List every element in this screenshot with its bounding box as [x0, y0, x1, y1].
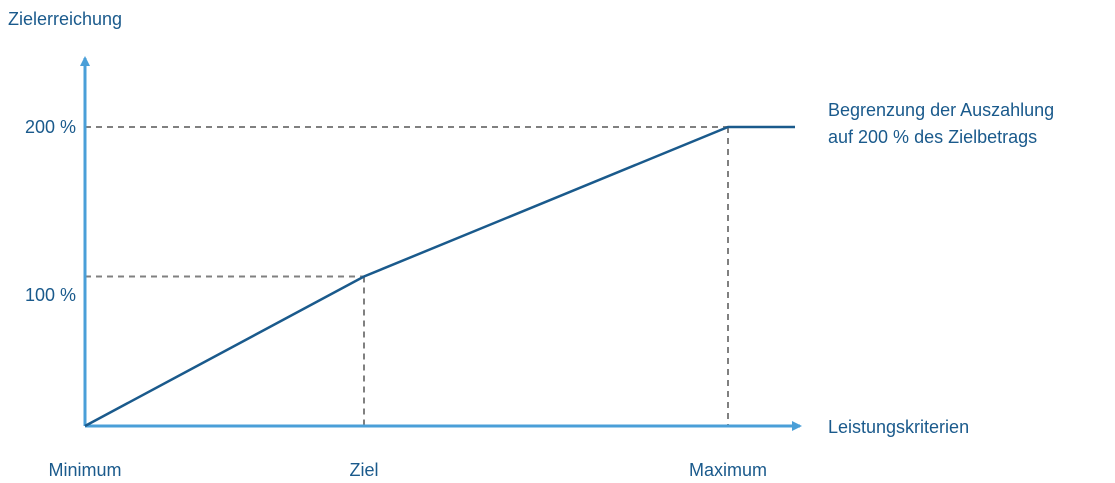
y-axis-label: Zielerreichung [8, 9, 122, 29]
x-tick-minimum: Minimum [48, 460, 121, 480]
payout-line [84, 125, 795, 428]
annotation-line-2: auf 200 % des Zielbetrags [828, 127, 1037, 147]
x-axis-label: Leistungskriterien [828, 417, 969, 437]
x-tick-maximum: Maximum [689, 460, 767, 480]
y-tick-200: 200 % [25, 117, 76, 137]
annotation-line-1: Begrenzung der Auszahlung [828, 100, 1054, 120]
y-tick-100: 100 % [25, 285, 76, 305]
x-tick-ziel: Ziel [349, 460, 378, 480]
guide-lines [85, 126, 729, 426]
